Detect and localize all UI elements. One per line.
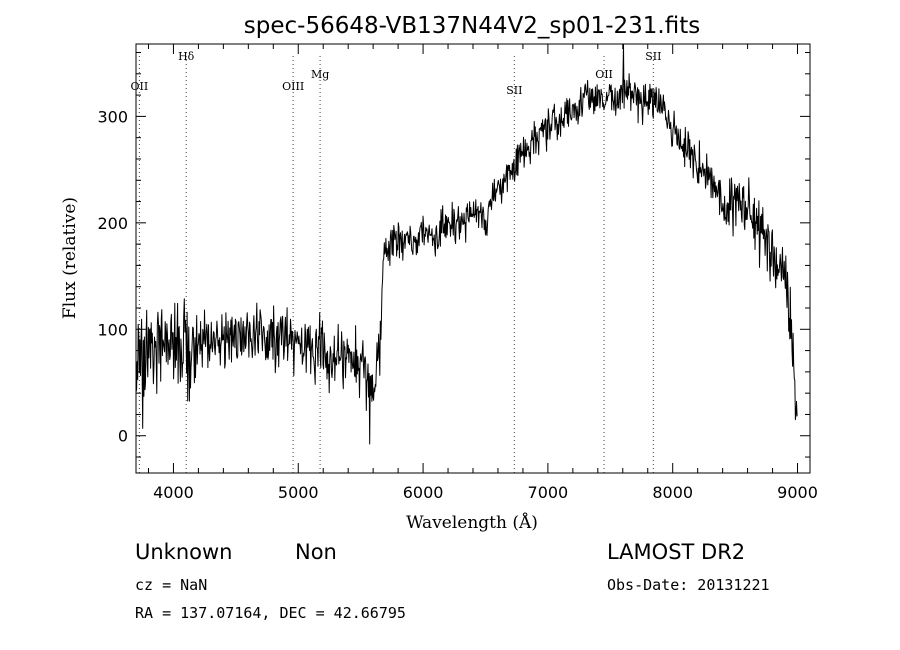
y-tick-label: 0 — [118, 427, 128, 446]
line-marker-label: SII — [506, 84, 522, 97]
line-marker-label: OII — [131, 80, 149, 93]
line-marker-label: SII — [645, 50, 661, 63]
series-layer — [135, 43, 798, 445]
y-tick-label: 200 — [97, 214, 128, 233]
survey-label: LAMOST DR2 — [607, 540, 746, 564]
x-tick-label: 8000 — [652, 483, 693, 502]
cz-label: cz = NaN — [135, 576, 208, 594]
x-tick-label: 9000 — [777, 483, 818, 502]
classification-label: Unknown — [135, 540, 233, 564]
y-tick-label: 100 — [97, 320, 128, 339]
x-tick-label: 6000 — [403, 483, 444, 502]
line-marker-label: OIII — [282, 80, 304, 93]
line-markers: OII Hδ OIII Mg SII OII SII — [131, 50, 661, 473]
y-tick-label: 300 — [97, 107, 128, 126]
line-marker-label: OII — [595, 68, 613, 81]
subclass-label: Non — [295, 540, 337, 564]
x-tick-label: 7000 — [528, 483, 569, 502]
x-axis-label: Wavelength (Å) — [406, 512, 538, 533]
plot-frame — [135, 43, 811, 474]
chart-title: spec-56648-VB137N44V2_sp01-231.fits — [244, 13, 700, 39]
obs-date-label: Obs-Date: 20131221 — [607, 576, 770, 594]
line-marker-label: Mg — [311, 68, 329, 81]
axis-ticks: 4000 5000 6000 7000 8000 9000 0 100 200 300 — [97, 44, 818, 502]
y-axis-label: Flux (relative) — [60, 197, 80, 319]
line-marker-label: Hδ — [178, 50, 195, 63]
x-tick-label: 5000 — [278, 483, 319, 502]
x-tick-label: 4000 — [153, 483, 194, 502]
radec-label: RA = 137.07164, DEC = 42.66795 — [135, 604, 406, 622]
spectrum-line — [135, 43, 798, 445]
